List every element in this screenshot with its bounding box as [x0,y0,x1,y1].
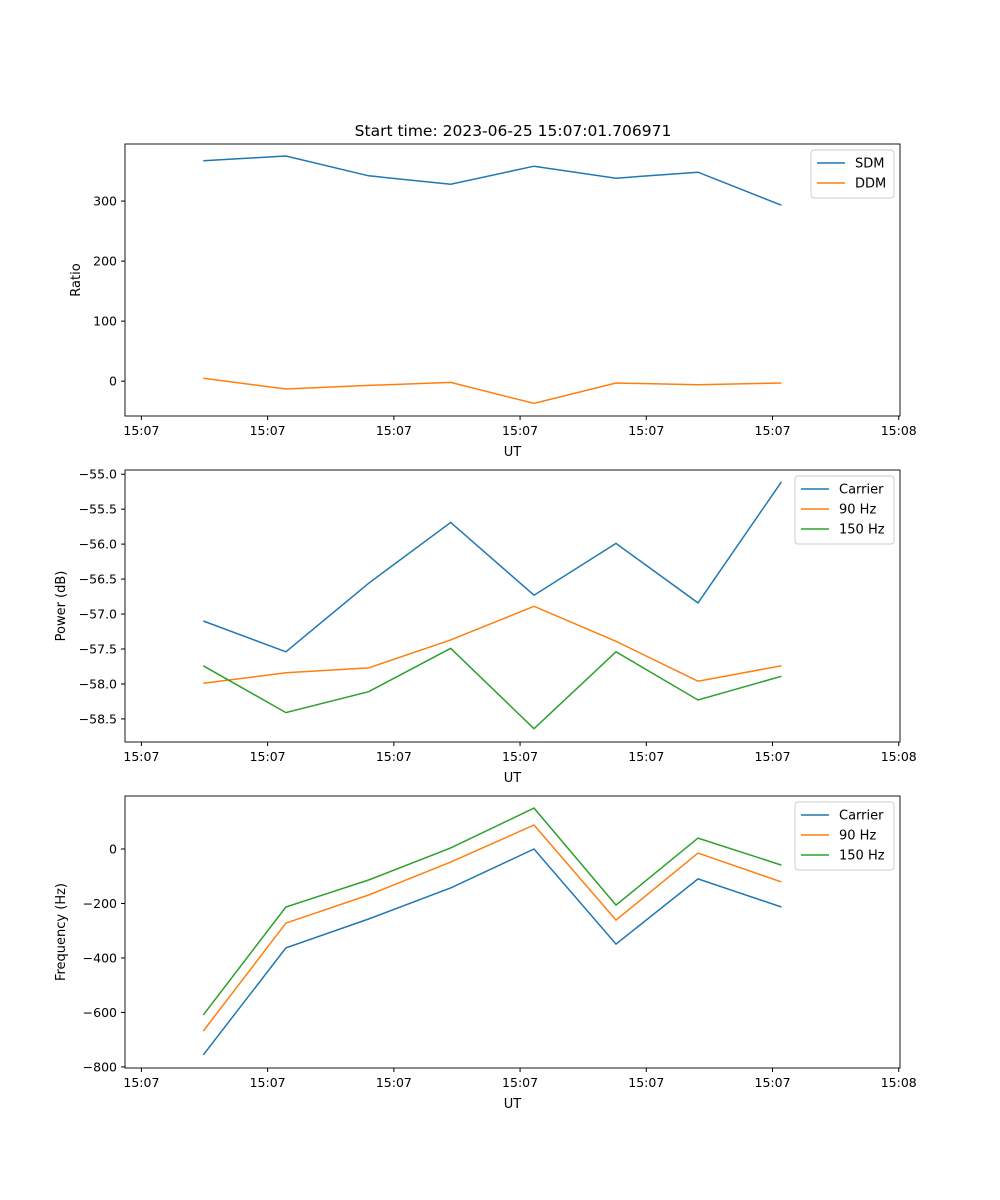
legend-box [810,149,895,199]
legend-label: DDM [855,177,886,192]
series-line-90-hz [203,605,782,685]
legend: SDM DDM [810,149,895,199]
y-tick-label: −56.5 [79,572,117,587]
y-tick-label: −800 [83,1059,117,1074]
series-line-sdm [203,155,782,206]
x-tick-label: 15:07 [250,749,286,764]
legend-label: Carrier [839,809,884,824]
legend-box [794,475,895,545]
x-tick-label: 15:07 [502,423,538,438]
x-tick-label: 15:07 [123,423,159,438]
x-tick-label: 15:07 [376,749,412,764]
x-tick-label: 15:07 [755,1075,791,1090]
series-line-90-hz [202,824,782,1032]
legend-label: 90 Hz [839,829,876,844]
subplot-3: 15:07 15:07 15:07 15:07 15:07 15:07 15:08 −800 −… [54,795,917,1112]
y-tick-label: −600 [83,1005,117,1020]
x-tick-label: 15:07 [628,749,664,764]
figure-title: Start time: 2023-06-25 15:07:01.706971 [355,122,672,140]
x-axis-label: UT [504,771,522,786]
series-line-ddm [203,377,782,405]
legend-label: 150 Hz [839,523,885,538]
axes-frame [124,469,901,743]
x-tick-label: 15:07 [250,1075,286,1090]
x-tick-label: 15:08 [881,423,917,438]
axes-frame [124,795,901,1069]
x-axis-label: UT [504,445,522,460]
legend-label: SDM [855,157,884,172]
x-tick-label: 15:07 [376,423,412,438]
subplot-2: 15:07 15:07 15:07 15:07 15:07 15:07 15:08 −58.5… [54,467,917,786]
x-tick-label: 15:08 [881,1075,917,1090]
x-axis-label: UT [504,1097,522,1112]
x-tick-label: 15:08 [881,749,917,764]
x-tick-label: 15:07 [376,1075,412,1090]
x-tick-label: 15:07 [502,1075,538,1090]
legend: Carrier 90 Hz 150 Hz [794,475,895,545]
y-tick-label: −58.5 [79,711,117,726]
y-tick-label: −55.0 [79,467,117,482]
y-tick-label: 200 [93,254,117,269]
x-tick-label: 15:07 [628,423,664,438]
x-tick-label: 15:07 [123,1075,159,1090]
y-tick-label: −55.5 [79,502,117,517]
y-tick-label: −58.0 [79,676,117,691]
x-tick-label: 15:07 [250,423,286,438]
y-tick-label: −57.0 [79,607,117,622]
x-tick-label: 15:07 [755,749,791,764]
x-tick-label: 15:07 [502,749,538,764]
y-tick-label: 300 [93,194,117,209]
legend-box [794,801,895,871]
series-line-carrier [203,481,783,653]
subplot-1: 15:07 15:07 15:07 15:07 15:07 15:07 15:08 0 100 2… [69,143,917,460]
y-axis-label: Frequency (Hz) [54,883,69,981]
y-tick-label: 100 [93,314,117,329]
y-tick-label: 0 [109,374,117,389]
x-tick-label: 15:07 [628,1075,664,1090]
series-line-150-hz [202,807,782,1016]
axes-frame [124,143,901,417]
series-line-150-hz [202,647,782,730]
y-tick-label: −400 [83,950,117,965]
y-tick-label: −57.5 [79,642,117,657]
y-axis-label: Ratio [69,263,84,296]
legend-label: 90 Hz [839,503,876,518]
legend: Carrier 90 Hz 150 Hz [794,801,895,871]
x-tick-label: 15:07 [755,423,791,438]
x-tick-label: 15:07 [123,749,159,764]
y-tick-label: −200 [83,896,117,911]
y-axis-label: Power (dB) [54,571,69,642]
legend-label: 150 Hz [839,849,885,864]
series-line-carrier [202,848,782,1056]
y-tick-label: 0 [109,841,117,856]
y-tick-label: −56.0 [79,537,117,552]
legend-label: Carrier [839,483,884,498]
